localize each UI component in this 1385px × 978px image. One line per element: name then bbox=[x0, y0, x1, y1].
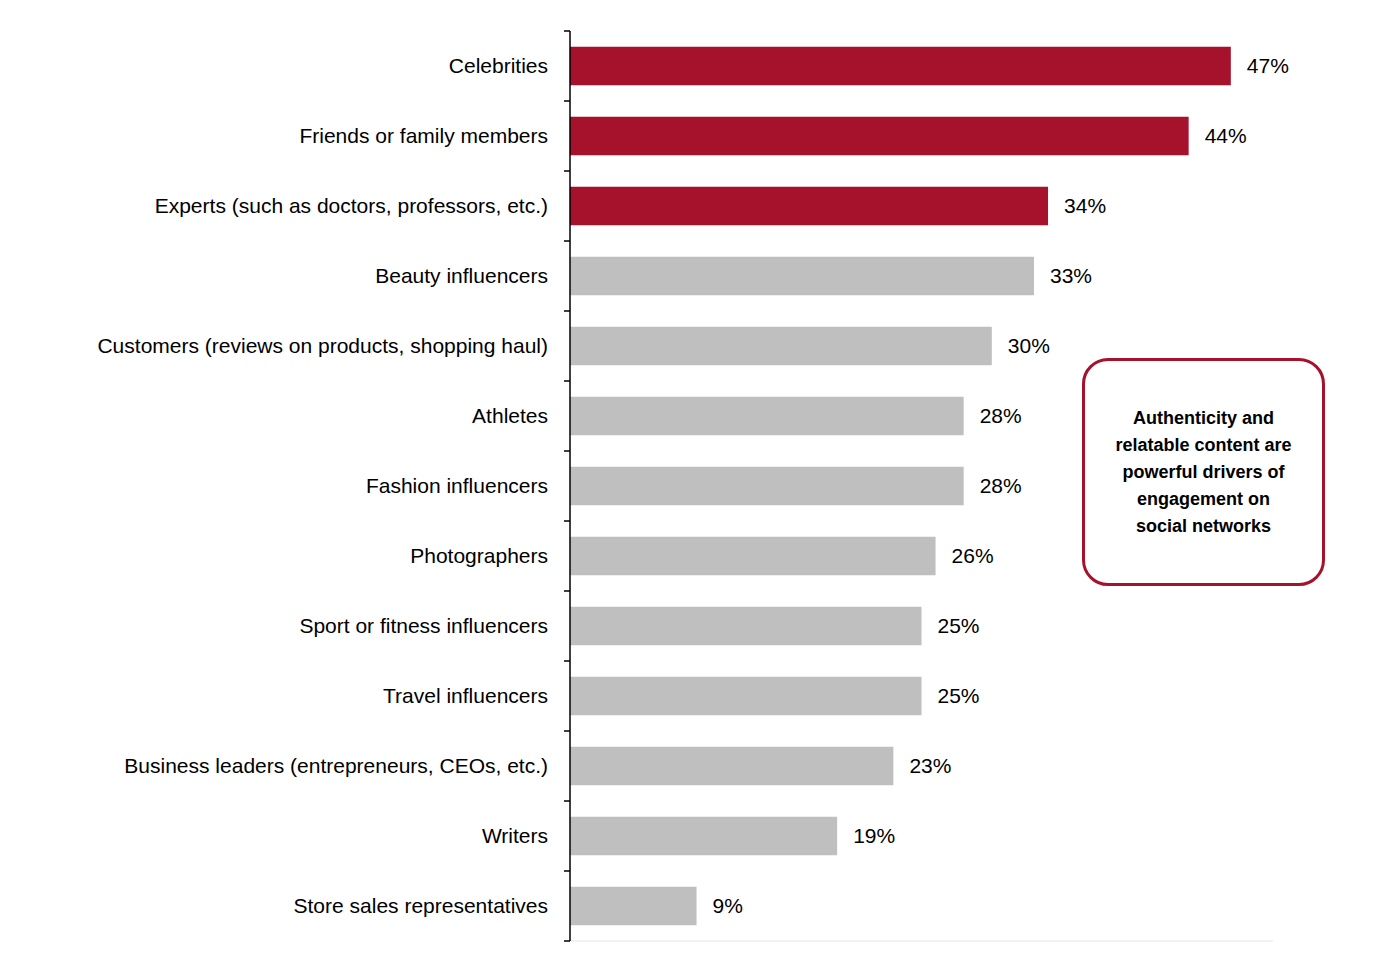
tick-mark bbox=[564, 590, 570, 592]
bar bbox=[570, 887, 697, 926]
category-label: Friends or family members bbox=[299, 124, 548, 147]
x-axis-line bbox=[570, 941, 1273, 942]
bar bbox=[570, 747, 893, 786]
category-label: Celebrities bbox=[449, 54, 548, 77]
y-axis-line bbox=[569, 31, 571, 941]
category-label: Writers bbox=[482, 824, 548, 847]
category-label: Travel influencers bbox=[383, 684, 548, 707]
data-label: 28% bbox=[980, 404, 1022, 427]
bar bbox=[570, 537, 936, 576]
data-label: 44% bbox=[1205, 124, 1247, 147]
data-label: 26% bbox=[952, 544, 994, 567]
data-label: 33% bbox=[1050, 264, 1092, 287]
data-label: 9% bbox=[713, 894, 743, 917]
bar bbox=[570, 187, 1048, 226]
bar bbox=[570, 397, 964, 436]
data-label: 19% bbox=[853, 824, 895, 847]
tick-mark bbox=[564, 800, 570, 802]
data-label: 25% bbox=[938, 684, 980, 707]
tick-mark bbox=[564, 310, 570, 312]
tick-mark bbox=[564, 520, 570, 522]
tick-mark bbox=[564, 380, 570, 382]
tick-mark bbox=[564, 870, 570, 872]
bar bbox=[570, 817, 837, 856]
category-label: Store sales representatives bbox=[294, 894, 548, 917]
bar bbox=[570, 677, 922, 716]
tick-mark bbox=[564, 240, 570, 242]
bar bbox=[570, 467, 964, 506]
tick-mark bbox=[564, 940, 570, 942]
data-label: 34% bbox=[1064, 194, 1106, 217]
annotation: Authenticity and relatable content are p… bbox=[1082, 358, 1325, 586]
data-label: 28% bbox=[980, 474, 1022, 497]
category-label: Photographers bbox=[410, 544, 548, 567]
tick-mark bbox=[564, 660, 570, 662]
tick-mark bbox=[564, 100, 570, 102]
bar bbox=[570, 257, 1034, 296]
tick-mark bbox=[564, 170, 570, 172]
category-label: Beauty influencers bbox=[375, 264, 548, 287]
data-label: 47% bbox=[1247, 54, 1289, 77]
data-label: 23% bbox=[909, 754, 951, 777]
category-label: Customers (reviews on products, shopping… bbox=[97, 334, 548, 357]
category-label: Business leaders (entrepreneurs, CEOs, e… bbox=[124, 754, 548, 777]
data-label: 25% bbox=[938, 614, 980, 637]
tick-mark bbox=[564, 730, 570, 732]
bar bbox=[570, 607, 922, 646]
category-label: Sport or fitness influencers bbox=[299, 614, 548, 637]
category-label: Fashion influencers bbox=[366, 474, 548, 497]
tick-mark bbox=[564, 30, 570, 32]
category-label: Experts (such as doctors, professors, et… bbox=[155, 194, 548, 217]
data-label: 30% bbox=[1008, 334, 1050, 357]
bar bbox=[570, 117, 1189, 156]
bar bbox=[570, 47, 1231, 86]
category-label: Athletes bbox=[472, 404, 548, 427]
tick-mark bbox=[564, 450, 570, 452]
bar bbox=[570, 327, 992, 366]
